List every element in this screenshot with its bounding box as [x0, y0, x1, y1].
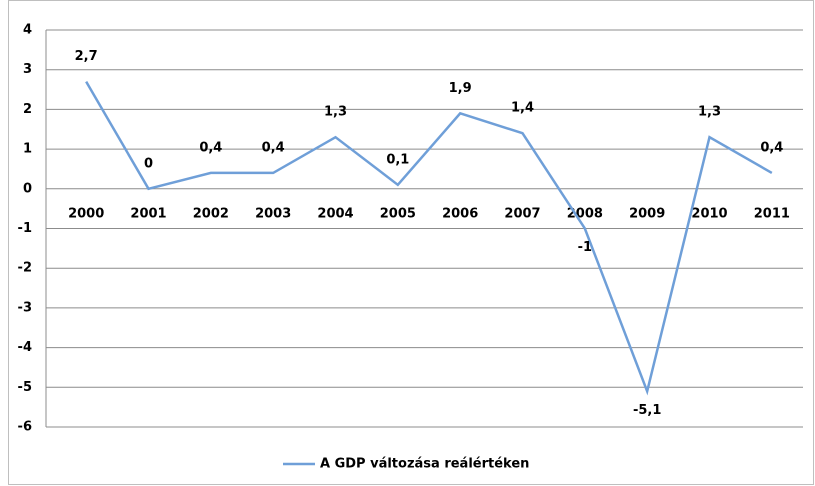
chart-frame [8, 0, 814, 485]
x-tick-label: 2010 [691, 206, 727, 221]
data-label: 1,3 [324, 105, 347, 120]
x-tick-label: 2003 [255, 206, 291, 221]
x-tick-label: 2011 [754, 206, 790, 221]
y-tick-label: 3 [23, 62, 32, 77]
data-label: 0,4 [760, 140, 783, 155]
y-tick-label: -3 [18, 300, 32, 315]
data-label: -1 [578, 240, 592, 255]
data-label: -5,1 [633, 403, 661, 418]
x-tick-label: 2004 [317, 206, 353, 221]
x-tick-label: 2009 [629, 206, 665, 221]
data-label: 1,9 [449, 81, 472, 96]
x-tick-label: 2001 [130, 206, 166, 221]
y-tick-label: 4 [23, 23, 32, 38]
x-tick-label: 2008 [567, 206, 603, 221]
data-label: 0,4 [262, 140, 285, 155]
y-tick-label: 0 [23, 181, 32, 196]
y-tick-label: -5 [18, 380, 32, 395]
data-label: 0,4 [199, 140, 222, 155]
y-tick-label: -4 [18, 340, 32, 355]
y-tick-label: -2 [18, 261, 32, 276]
data-label: 1,3 [698, 105, 721, 120]
x-tick-label: 2002 [193, 206, 229, 221]
data-label: 0 [144, 156, 153, 171]
data-line [85, 80, 773, 396]
y-tick-label: 2 [23, 102, 32, 117]
y-tick-label: -6 [18, 420, 32, 435]
legend-label: A GDP változása reálértéken [320, 457, 529, 472]
x-tick-label: 2005 [380, 206, 416, 221]
y-tick-label: 1 [23, 142, 32, 157]
x-tick-label: 2007 [504, 206, 540, 221]
data-label: 2,7 [75, 49, 98, 64]
data-label: 1,4 [511, 101, 534, 116]
data-label: 0,1 [386, 152, 409, 167]
y-tick-label: -1 [18, 221, 32, 236]
x-tick-label: 2006 [442, 206, 478, 221]
x-tick-label: 2000 [68, 206, 104, 221]
